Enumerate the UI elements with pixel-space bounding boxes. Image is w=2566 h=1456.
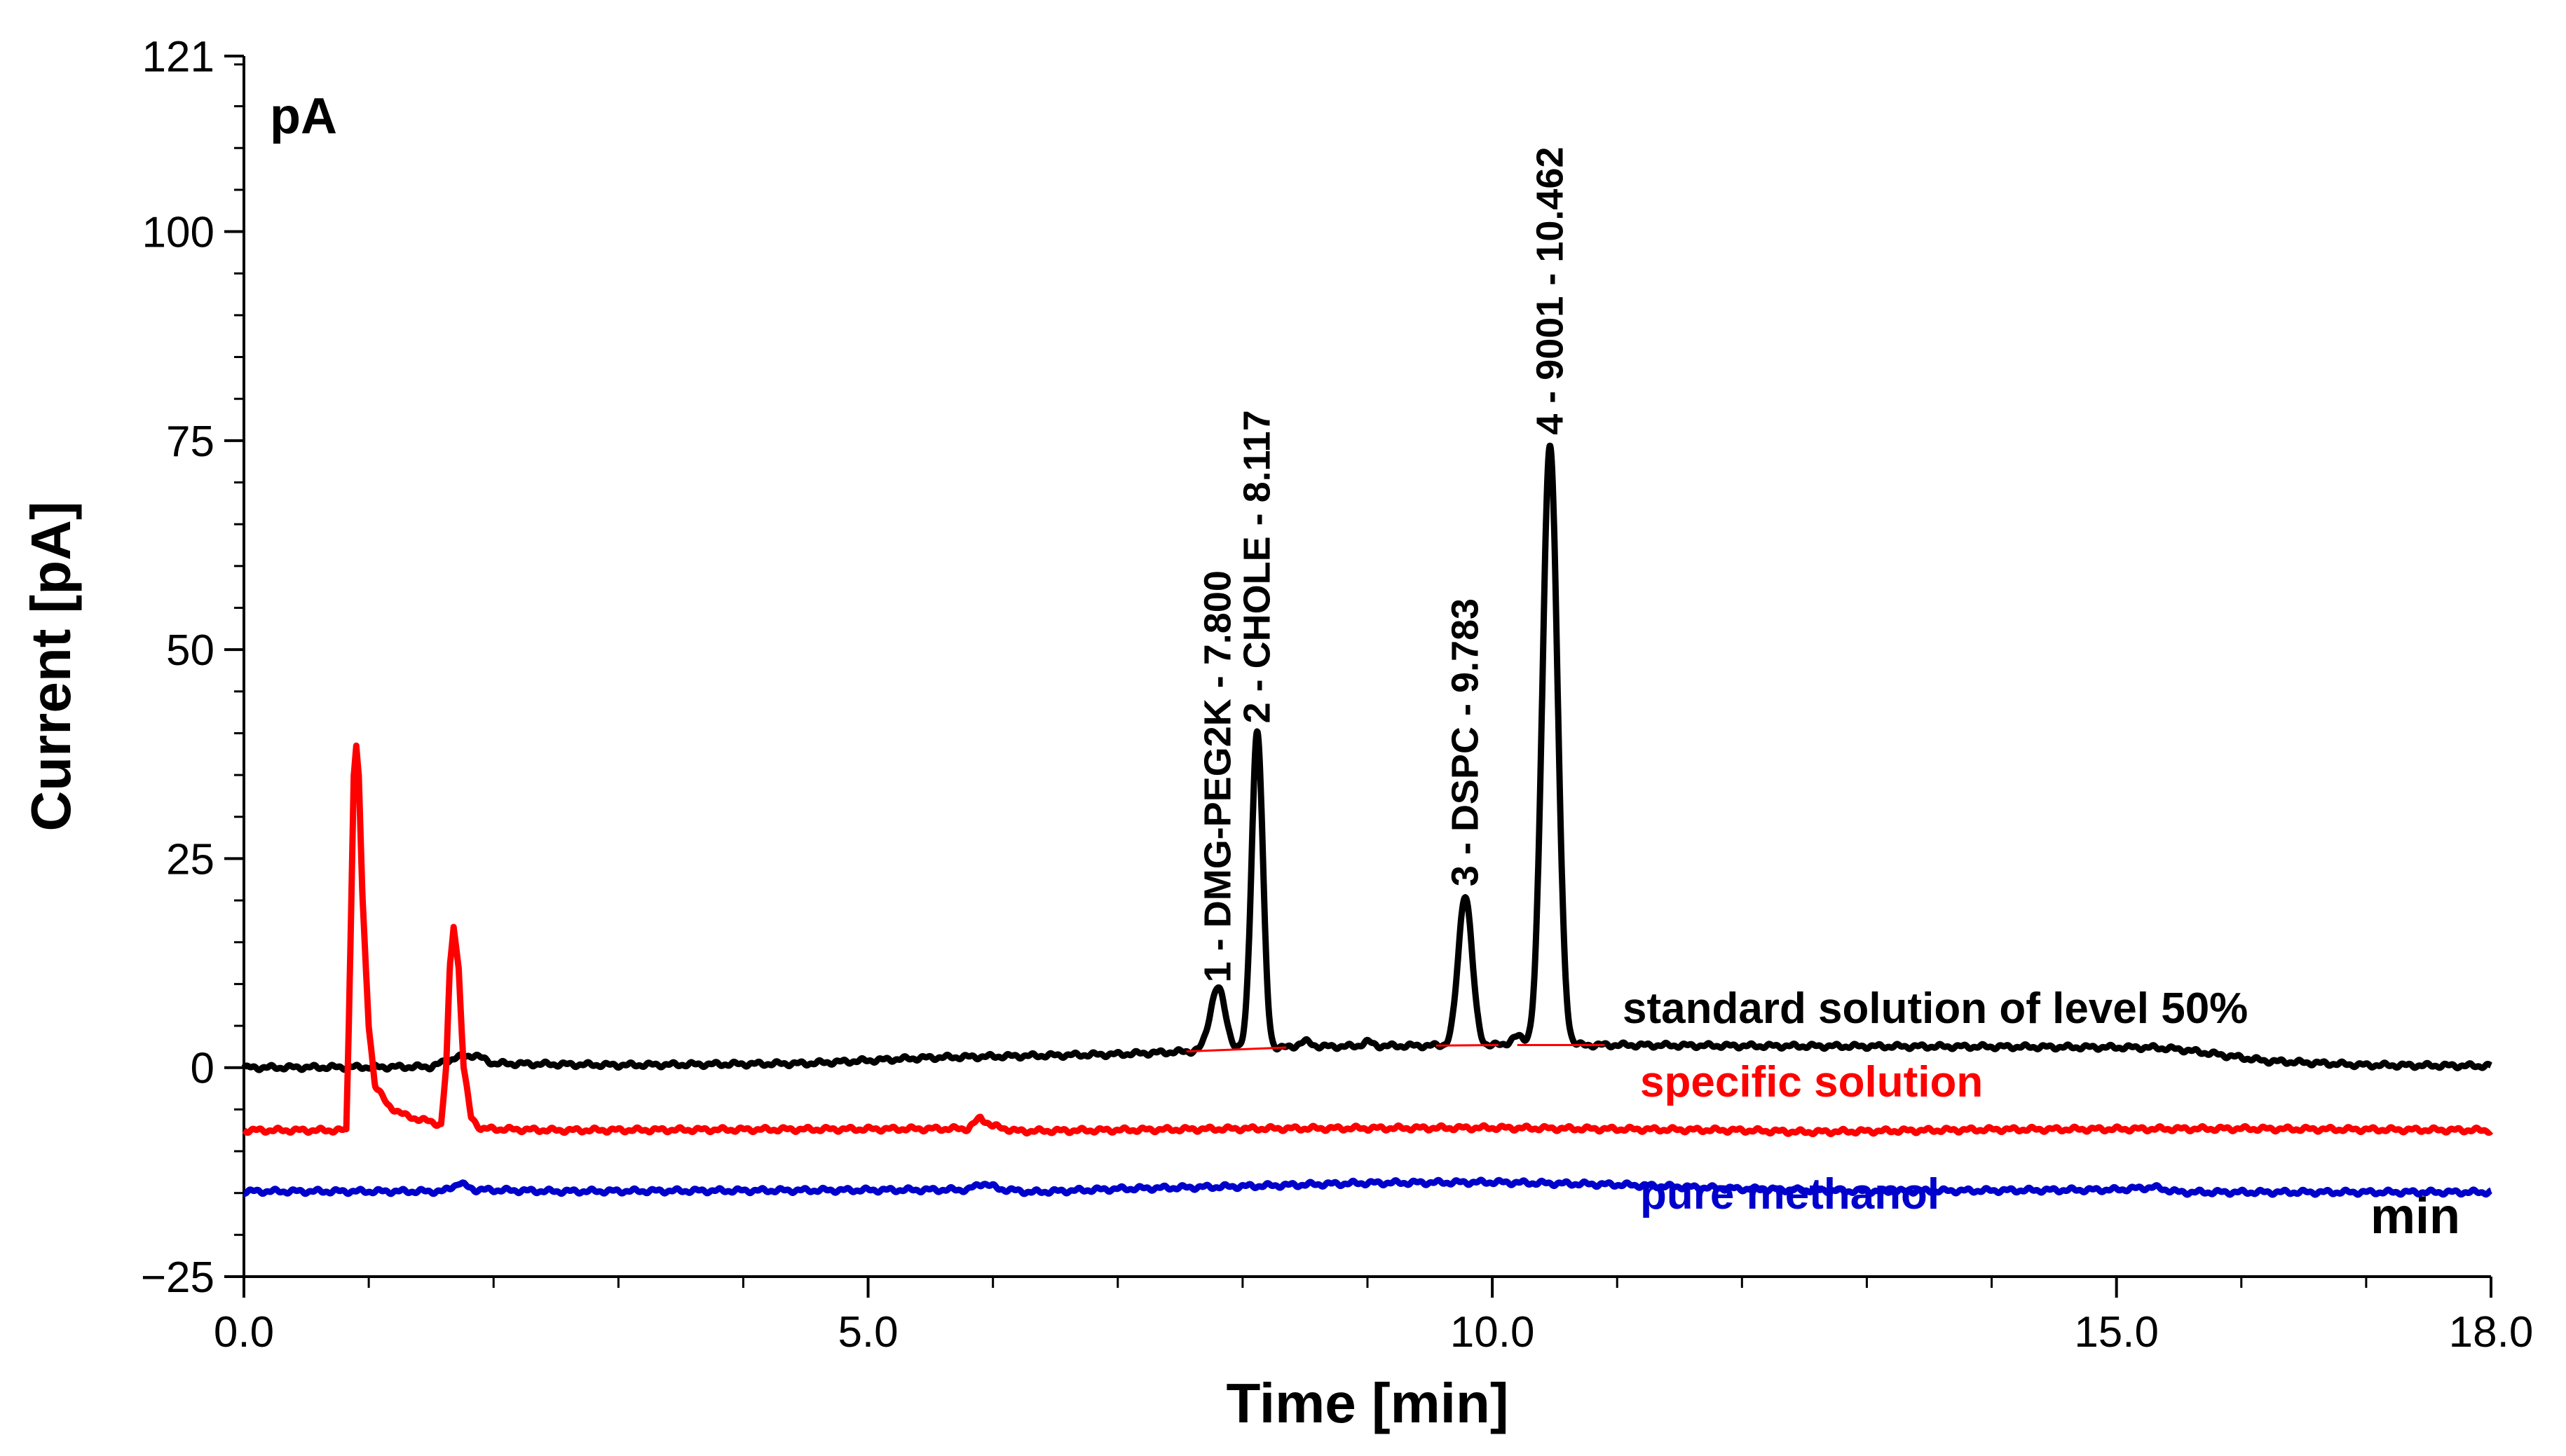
x-axis-title: Time [min] [1226,1372,1508,1434]
series-line-1 [241,742,2494,1137]
unit-label-min: min [2370,1188,2460,1244]
peak-label: 1 - DMG-PEG2K - 7.800 [1196,570,1238,982]
x-tick-label: 5.0 [838,1308,898,1357]
series-line-2 [241,1176,2494,1198]
peak-label: 4 - 9001 - 10.462 [1529,146,1571,434]
y-tick-label: 100 [142,209,214,257]
peak-label: 3 - DSPC - 9.783 [1444,598,1486,886]
series-line-0 [241,442,2494,1073]
y-tick-label: 50 [166,626,214,675]
legend-entry: standard solution of level 50% [1623,984,2248,1033]
x-tick-label: 10.0 [1450,1308,1535,1357]
unit-label-pa: pA [270,88,337,144]
y-tick-label: 75 [166,418,214,466]
x-tick-label: 18.0 [2449,1308,2534,1357]
x-tick-label: 15.0 [2074,1308,2159,1357]
y-tick-label: −25 [141,1254,214,1302]
y-tick-label: 0 [191,1045,214,1093]
x-tick-label: 0.0 [214,1308,274,1357]
series-layer [241,442,2494,1198]
axes: −25 0 25 50 75 100 121 0.0 5.0 10.0 15.0 18.0 Time [… [20,33,2533,1434]
y-tick-label: 25 [166,835,214,884]
y-tick-label: 121 [142,33,214,81]
legend-entry: specific solution [1640,1058,1983,1106]
y-axis-title: Current [pA] [20,501,82,831]
integration-baseline [1186,1046,1287,1053]
legend-entry: pure methanol [1640,1170,1939,1218]
peak-label: 2 - CHOLE - 8.117 [1236,410,1278,723]
